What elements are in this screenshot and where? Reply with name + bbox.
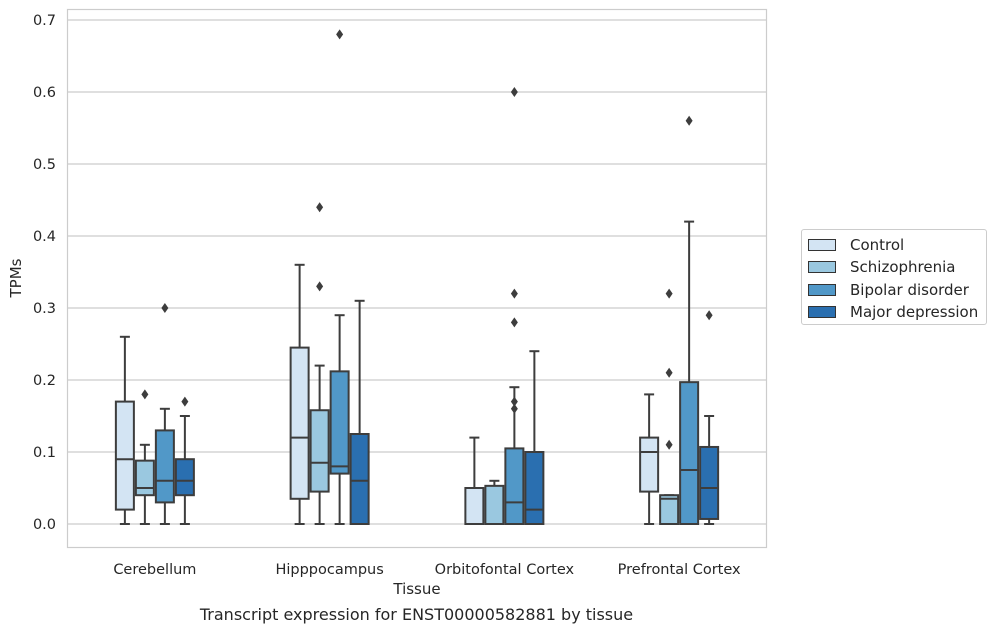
box-schizophrenia bbox=[134, 389, 155, 525]
box-control bbox=[639, 393, 660, 525]
iqr-box bbox=[309, 409, 330, 493]
box-series bbox=[114, 29, 720, 526]
iqr-box bbox=[524, 451, 545, 525]
box-bipolar-disorder bbox=[679, 115, 700, 525]
outlier-point bbox=[336, 29, 344, 40]
y-tick-label: 0.4 bbox=[33, 229, 56, 245]
box-bipolar-disorder bbox=[329, 29, 350, 525]
outlier-point bbox=[510, 317, 518, 328]
x-tick-label: Orbitofontal Cortex bbox=[435, 562, 575, 578]
y-tick-label: 0.2 bbox=[33, 373, 56, 389]
box-control bbox=[464, 436, 485, 525]
outlier-point bbox=[161, 303, 169, 313]
iqr-box bbox=[484, 484, 505, 525]
iqr-box bbox=[504, 447, 525, 525]
box-major-depression bbox=[699, 310, 720, 525]
box-control bbox=[114, 335, 135, 525]
y-tick-label: 0.6 bbox=[33, 85, 56, 101]
box-major-depression bbox=[349, 299, 370, 525]
iqr-box bbox=[679, 381, 700, 525]
iqr-box bbox=[134, 459, 155, 497]
outlier-point bbox=[665, 288, 673, 299]
y-tick-label: 0.3 bbox=[33, 301, 56, 317]
iqr-box bbox=[329, 370, 350, 475]
y-axis-label: TPMs bbox=[7, 258, 25, 298]
outlier-point bbox=[510, 87, 518, 97]
legend-label: Schizophrenia bbox=[850, 258, 956, 276]
outlier-point bbox=[316, 202, 324, 213]
box-bipolar-disorder bbox=[504, 87, 525, 525]
y-tick-label: 0.5 bbox=[33, 157, 56, 173]
outlier-point bbox=[665, 367, 673, 378]
y-tick-label: 0.7 bbox=[33, 13, 56, 29]
y-axis-ticks: 0.0 0.1 0.2 0.3 0.4 0.5 0.6 0.7 bbox=[33, 13, 56, 533]
x-axis-label: Tissue bbox=[392, 580, 440, 598]
box-schizophrenia bbox=[309, 202, 330, 525]
legend-swatch bbox=[808, 306, 836, 318]
legend-item-schizophrenia: Schizophrenia bbox=[808, 258, 955, 276]
outlier-point bbox=[316, 281, 324, 292]
outlier-point bbox=[510, 288, 518, 299]
box-major-depression bbox=[524, 350, 545, 525]
x-tick-label: Cerebellum bbox=[113, 562, 196, 578]
outlier-point bbox=[665, 439, 673, 450]
legend-swatch bbox=[808, 239, 836, 251]
outlier-point bbox=[685, 115, 693, 126]
outlier-point bbox=[510, 396, 518, 407]
x-tick-label: Prefrontal Cortex bbox=[618, 562, 741, 578]
legend-label: Bipolar disorder bbox=[850, 281, 969, 299]
plot-area-frame bbox=[66, 8, 768, 549]
iqr-box bbox=[659, 494, 680, 526]
legend-label: Control bbox=[850, 236, 905, 254]
outlier-point bbox=[181, 396, 189, 407]
chart-caption: Transcript expression for ENST0000058288… bbox=[199, 605, 634, 624]
legend-label: Major depression bbox=[850, 303, 979, 321]
box-schizophrenia bbox=[659, 288, 680, 526]
x-axis-ticks: Cerebellum Hipppocampus Orbitofontal Corte… bbox=[113, 562, 741, 578]
iqr-box bbox=[464, 487, 485, 525]
legend-swatch bbox=[808, 261, 836, 273]
legend-item-bipolar-disorder: Bipolar disorder bbox=[808, 281, 969, 299]
x-tick-label: Hipppocampus bbox=[275, 562, 383, 578]
outlier-point bbox=[510, 403, 518, 414]
iqr-box bbox=[639, 436, 660, 493]
legend-item-major-depression: Major depression bbox=[808, 303, 978, 321]
iqr-box bbox=[699, 445, 720, 520]
y-tick-label: 0.1 bbox=[33, 445, 56, 461]
legend-item-control: Control bbox=[808, 236, 904, 254]
box-control bbox=[289, 263, 310, 525]
legend: Control Schizophrenia Bipolar disorder M… bbox=[801, 229, 987, 325]
outlier-point bbox=[705, 310, 713, 321]
iqr-box bbox=[349, 433, 370, 525]
iqr-box bbox=[174, 458, 195, 497]
box-bipolar-disorder bbox=[154, 303, 175, 525]
iqr-box bbox=[114, 400, 135, 511]
outlier-point bbox=[141, 389, 149, 400]
box-schizophrenia bbox=[484, 479, 505, 525]
y-tick-label: 0.0 bbox=[33, 517, 56, 533]
iqr-box bbox=[289, 346, 310, 500]
iqr-box bbox=[154, 429, 175, 504]
box-major-depression bbox=[174, 396, 195, 525]
legend-swatch bbox=[808, 284, 836, 296]
